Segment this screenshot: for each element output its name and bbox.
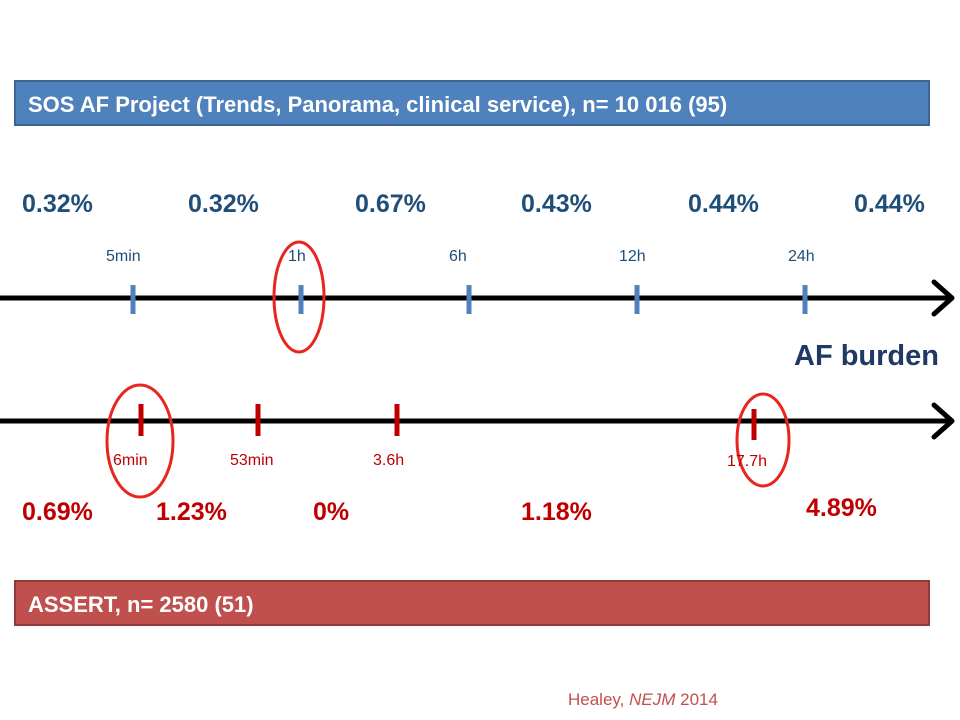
bottom-tick-label-6min: 6min bbox=[113, 452, 148, 469]
citation-journal: NEJM bbox=[629, 690, 676, 709]
top-tick-label-12h: 12h bbox=[619, 248, 646, 265]
bottom-axis-arrowhead bbox=[931, 402, 955, 440]
top-percentage-1: 0.32% bbox=[22, 190, 93, 218]
highlight-circle-17.7h bbox=[735, 392, 791, 488]
bottom-percentage-2: 1.23% bbox=[156, 498, 227, 526]
assert-banner: ASSERT, n= 2580 (51) bbox=[14, 580, 930, 626]
bottom-percentage-5: 4.89% bbox=[806, 494, 877, 522]
bottom-tick-label-3.6h: 3.6h bbox=[373, 452, 405, 469]
top-tick-label-24h: 24h bbox=[788, 248, 815, 265]
highlight-circle-1h bbox=[272, 240, 326, 354]
bottom-percentage-1: 0.69% bbox=[22, 498, 93, 526]
top-percentage-2: 0.32% bbox=[188, 190, 259, 218]
top-axis-arrowhead bbox=[931, 279, 955, 317]
bottom-percentage-4: 1.18% bbox=[521, 498, 592, 526]
top-percentage-4: 0.43% bbox=[521, 190, 592, 218]
top-percentage-3: 0.67% bbox=[355, 190, 426, 218]
citation-author: Healey, bbox=[568, 690, 630, 709]
top-percentage-5: 0.44% bbox=[688, 190, 759, 218]
axis-title-af-burden: AF burden bbox=[794, 340, 939, 372]
bottom-tick-label-17.7h: 17.7h bbox=[727, 453, 768, 470]
bottom-tick-label-53min: 53min bbox=[230, 452, 274, 469]
sos-af-project-banner: SOS AF Project (Trends, Panorama, clinic… bbox=[14, 80, 930, 126]
citation-year: 2014 bbox=[675, 690, 718, 709]
citation: Healey, NEJM 2014 bbox=[568, 690, 718, 710]
bottom-percentage-3: 0% bbox=[313, 498, 350, 526]
top-percentage-6: 0.44% bbox=[854, 190, 925, 218]
top-tick-label-1h: 1h bbox=[288, 248, 306, 265]
top-tick-label-6h: 6h bbox=[449, 248, 467, 265]
top-tick-label-5min: 5min bbox=[106, 248, 141, 265]
highlight-circle-6min bbox=[105, 383, 175, 499]
